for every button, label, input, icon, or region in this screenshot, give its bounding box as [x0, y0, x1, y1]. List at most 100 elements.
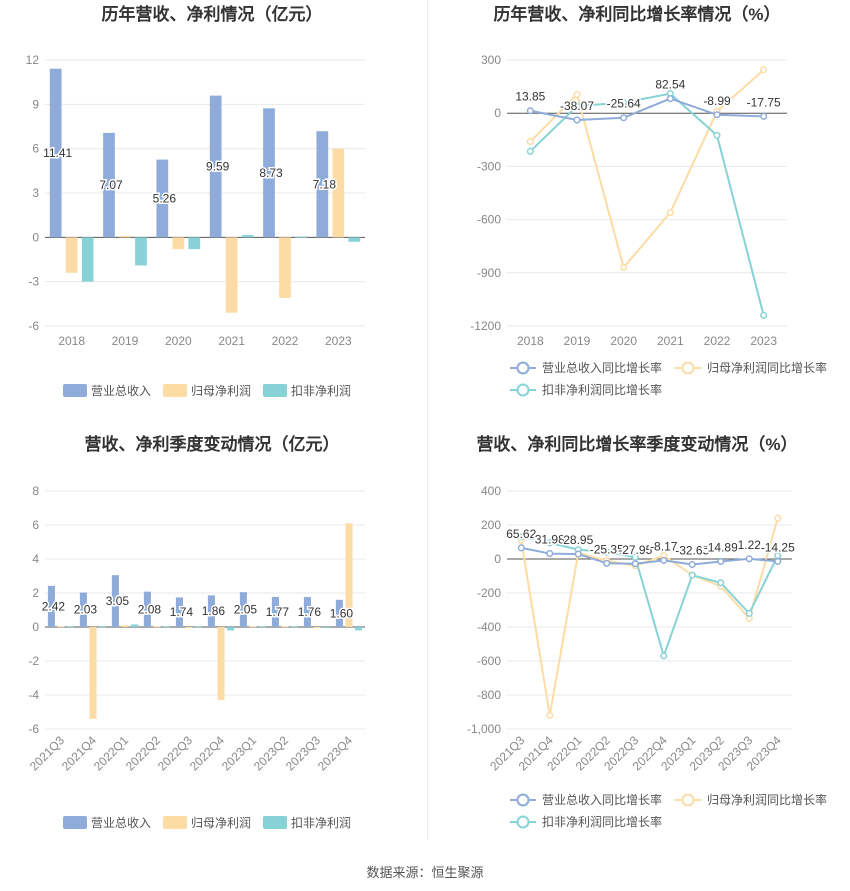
- quarterly-values-xtick-label: 2022Q1: [91, 733, 131, 773]
- annual-growth-data-label: 13.85: [515, 90, 545, 104]
- annual-values-bar: [348, 237, 361, 242]
- quarterly-values-xtick-label: 2022Q3: [155, 733, 195, 773]
- quarterly-values-bar: [207, 595, 215, 627]
- quarterly-values-bar: [313, 627, 321, 628]
- quarterly-growth-ytick-label: 400: [481, 484, 501, 498]
- annual-growth-data-label: -25.64: [607, 97, 641, 111]
- annual-values-data-label: 5.26: [153, 191, 177, 205]
- annual-values-xtick-label: 2022: [272, 334, 299, 348]
- quarterly-growth-ytick-label: -800: [477, 688, 501, 702]
- annual-values-bar: [156, 159, 169, 238]
- annual-values-svg: 历年营收、净利情况（亿元） 12 9 6 3 0 -3 -6 2018 2019 2020 2021 2…: [26, 4, 365, 398]
- quarterly-growth-series-point: [660, 556, 668, 564]
- annual-values-bar: [316, 131, 329, 238]
- annual-growth-series-point: [713, 131, 721, 139]
- annual-values-bar: [279, 237, 291, 298]
- annual-growth-series-point: [573, 91, 581, 99]
- quarterly-growth-ytick-label: 0: [494, 552, 501, 566]
- annual-growth-series-point: [620, 99, 628, 107]
- quarterly-growth-ytick-label: -200: [477, 586, 501, 600]
- quarterly-values-data-label: 1.74: [170, 605, 194, 619]
- annual-growth-xtick-label: 2021: [657, 334, 684, 348]
- quarterly-values-xtick-label: 2021Q3: [27, 733, 67, 773]
- annual-values-bar: [332, 148, 345, 238]
- quarterly-growth-series-point: [574, 550, 582, 558]
- annual-growth-series-point: [760, 311, 768, 319]
- annual-growth-ytick-label: -300: [477, 159, 501, 173]
- annual-values-bar: [263, 108, 275, 238]
- annual-growth-series-point: [666, 208, 674, 217]
- annual-growth-xtick-label: 2019: [564, 334, 591, 348]
- annual-growth-legend-marker: [516, 361, 530, 375]
- quarterly-growth-series-point: [603, 559, 611, 567]
- quarterly-values-data-label: 2.42: [42, 599, 66, 613]
- annual-values-ytick-label: 6: [32, 142, 39, 156]
- annual-values-data-label: 11.41: [43, 146, 72, 160]
- quarterly-growth-series-point: [688, 571, 696, 579]
- quarterly-growth-series-point: [774, 557, 782, 565]
- annual-values-bar: [172, 237, 185, 250]
- annual-values-ytick-label: -6: [28, 319, 39, 333]
- quarterly-values-ytick-label: 6: [32, 518, 39, 532]
- quarterly-growth-series-point: [546, 550, 554, 558]
- annual-growth-ytick-label: 300: [481, 53, 501, 67]
- annual-values-legend-swatch: [163, 384, 187, 397]
- annual-values-bar: [225, 237, 238, 313]
- quarterly-growth-series-point: [631, 553, 639, 561]
- quarterly-growth-ytick-label: -1,000: [467, 722, 501, 736]
- annual-values-bar: [135, 237, 147, 266]
- quarterly-growth-legend-label: 扣非净利润同比增长率: [542, 814, 662, 829]
- quarterly-growth-svg: 营收、净利同比增长率季度变动情况（%） 400 200 0 -200 -400 -600 -8…: [467, 434, 827, 829]
- quarterly-values-ytick-label: -2: [28, 654, 39, 668]
- annual-values-bar: [119, 235, 131, 238]
- annual-values-title: 历年营收、净利情况（亿元）: [102, 4, 323, 24]
- quarterly-growth-ytick-label: 200: [481, 518, 501, 532]
- annual-growth-series-point: [620, 263, 628, 272]
- annual-growth-data-label: 82.54: [655, 78, 685, 92]
- annual-growth-series-line: [529, 92, 765, 316]
- quarterly-values-legend-label: 营业总收入: [91, 816, 151, 830]
- annual-growth-series-point: [526, 138, 534, 146]
- quarterly-values-legend-label: 扣非净利润: [291, 816, 351, 830]
- quarterly-growth-series-point: [603, 548, 611, 556]
- annual-values-ytick-label: 9: [32, 97, 39, 111]
- quarterly-values-bar: [47, 585, 55, 627]
- quarterly-values-bar: [175, 597, 183, 627]
- annual-growth-legend-label: 营业总收入同比增长率: [542, 360, 662, 375]
- annual-growth-legend-marker: [516, 383, 530, 397]
- quarterly-values-data-label: 2.05: [234, 603, 258, 617]
- annual-values-legend-swatch: [63, 384, 87, 397]
- annual-values-data-label: 8.73: [259, 166, 283, 180]
- quarterly-values-bar: [111, 575, 119, 627]
- annual-growth-series-point: [760, 66, 768, 74]
- annual-growth-series-point: [526, 107, 534, 115]
- quarterly-growth-series-line: [521, 535, 779, 660]
- quarterly-growth-series-line: [520, 517, 779, 716]
- quarterly-values-legend-label: 归母净利润: [191, 816, 251, 830]
- annual-values-data-label: 9.59: [206, 159, 230, 173]
- annual-values-bar: [65, 237, 78, 273]
- annual-growth-series-line: [529, 69, 765, 270]
- quarterly-growth-series-point: [517, 533, 525, 541]
- quarterly-values-bar: [335, 599, 343, 627]
- quarterly-values-legend-swatch: [163, 816, 187, 829]
- annual-values-data-label: 7.07: [99, 178, 123, 192]
- quarterly-values-legend-swatch: [63, 816, 87, 829]
- annual-growth-legend-label: 扣非净利润同比增长率: [542, 382, 662, 397]
- quarterly-values-bar: [143, 591, 151, 627]
- quarterly-values-xtick-label: 2022Q4: [187, 733, 227, 773]
- quarterly-growth-legend-label: 营业总收入同比增长率: [542, 792, 662, 807]
- quarterly-values-xtick-label: 2023Q3: [283, 733, 323, 773]
- quarterly-values-xtick-label: 2022Q2: [123, 733, 163, 773]
- quarterly-values-bar: [303, 597, 311, 627]
- quarterly-growth-series-point: [546, 711, 554, 719]
- annual-values-legend-label: 扣非净利润: [291, 384, 351, 398]
- quarterly-growth-ytick-label: -600: [477, 654, 501, 668]
- quarterly-values-xtick-label: 2023Q4: [315, 733, 355, 773]
- annual-growth-panel: 历年营收、净利同比增长率情况（%） 300 0 -300 -600 -900 -1200 20…: [425, 0, 850, 430]
- annual-growth-xtick-label: 2023: [750, 334, 777, 348]
- quarterly-values-bar: [131, 624, 139, 627]
- quarterly-values-panel: 营收、净利季度变动情况（亿元） 8 6 4 2 0 -2 -4 -6 2021Q3 2021Q4 20…: [0, 430, 425, 860]
- quarterly-values-ytick-label: 2: [32, 586, 39, 600]
- annual-growth-legend-label: 归母净利润同比增长率: [707, 360, 827, 375]
